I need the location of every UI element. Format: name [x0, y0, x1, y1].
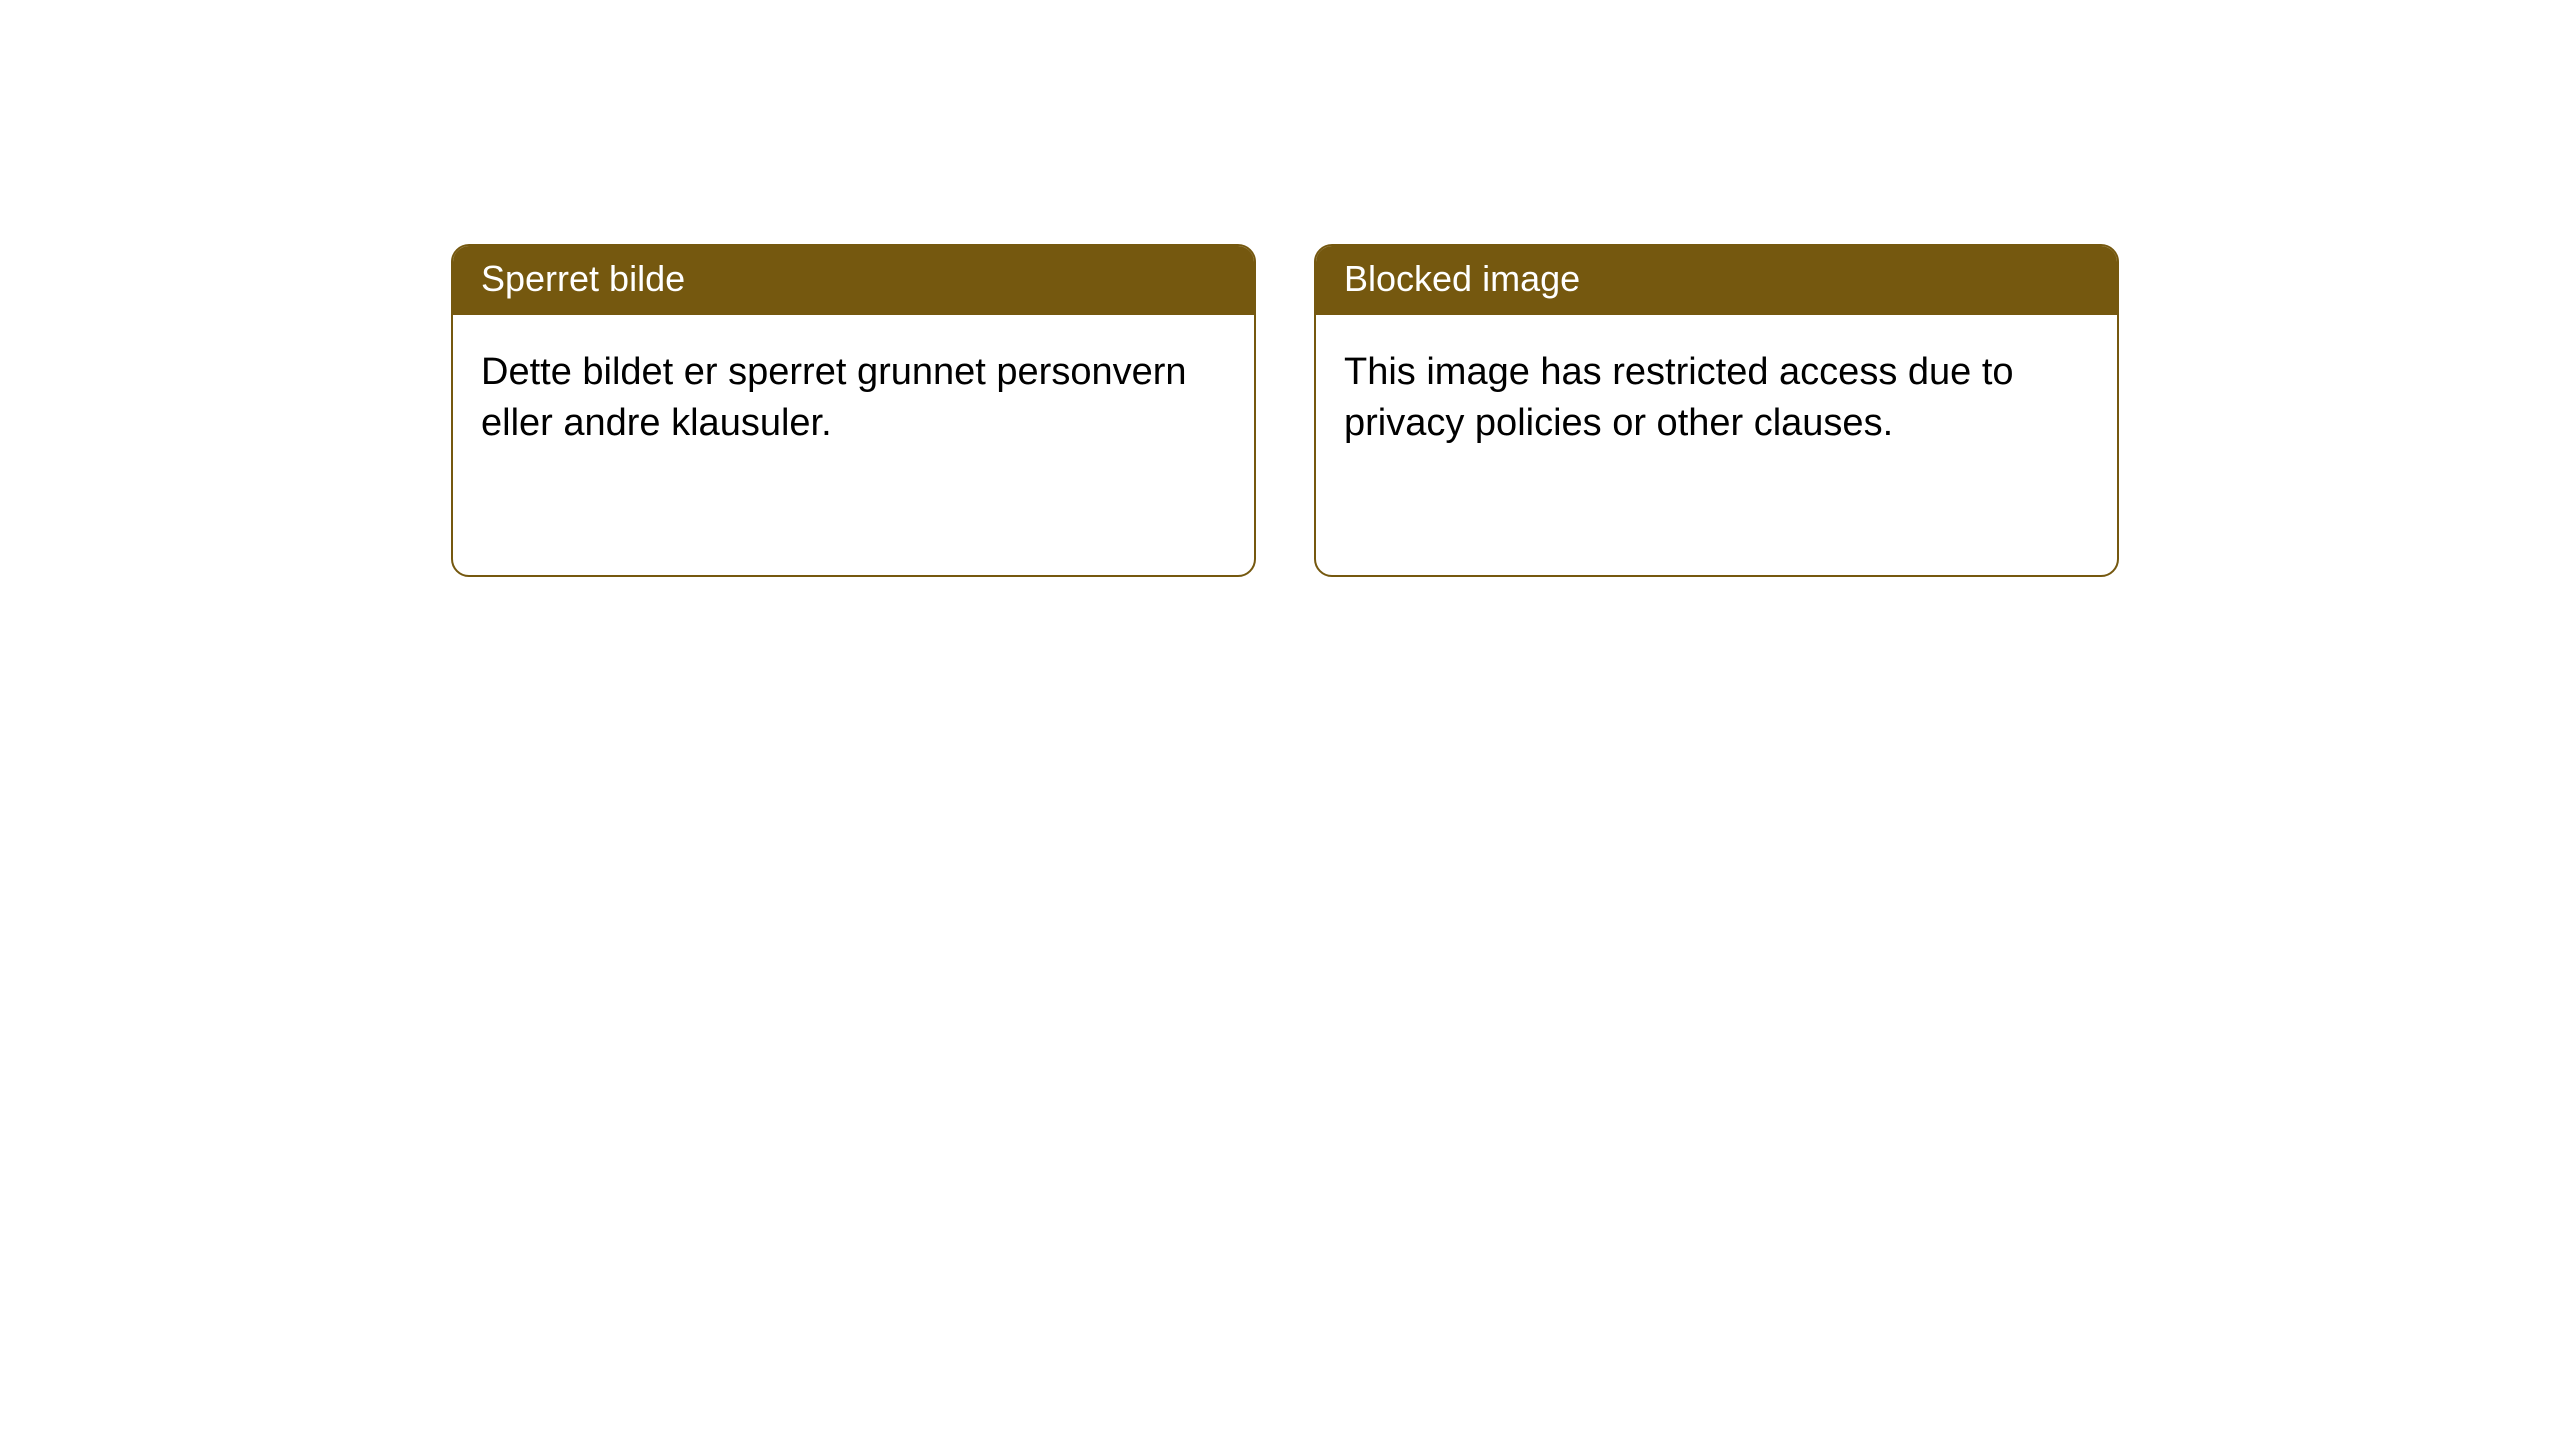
card-body: Dette bildet er sperret grunnet personve…: [453, 315, 1254, 482]
card-title: Sperret bilde: [481, 258, 685, 299]
blocked-image-card-no: Sperret bilde Dette bildet er sperret gr…: [451, 244, 1256, 577]
card-body-text: This image has restricted access due to …: [1344, 351, 2014, 444]
card-header: Sperret bilde: [453, 246, 1254, 315]
notice-container: Sperret bilde Dette bildet er sperret gr…: [0, 0, 2560, 577]
blocked-image-card-en: Blocked image This image has restricted …: [1314, 244, 2119, 577]
card-title: Blocked image: [1344, 258, 1580, 299]
card-body: This image has restricted access due to …: [1316, 315, 2117, 482]
card-header: Blocked image: [1316, 246, 2117, 315]
card-body-text: Dette bildet er sperret grunnet personve…: [481, 351, 1187, 444]
